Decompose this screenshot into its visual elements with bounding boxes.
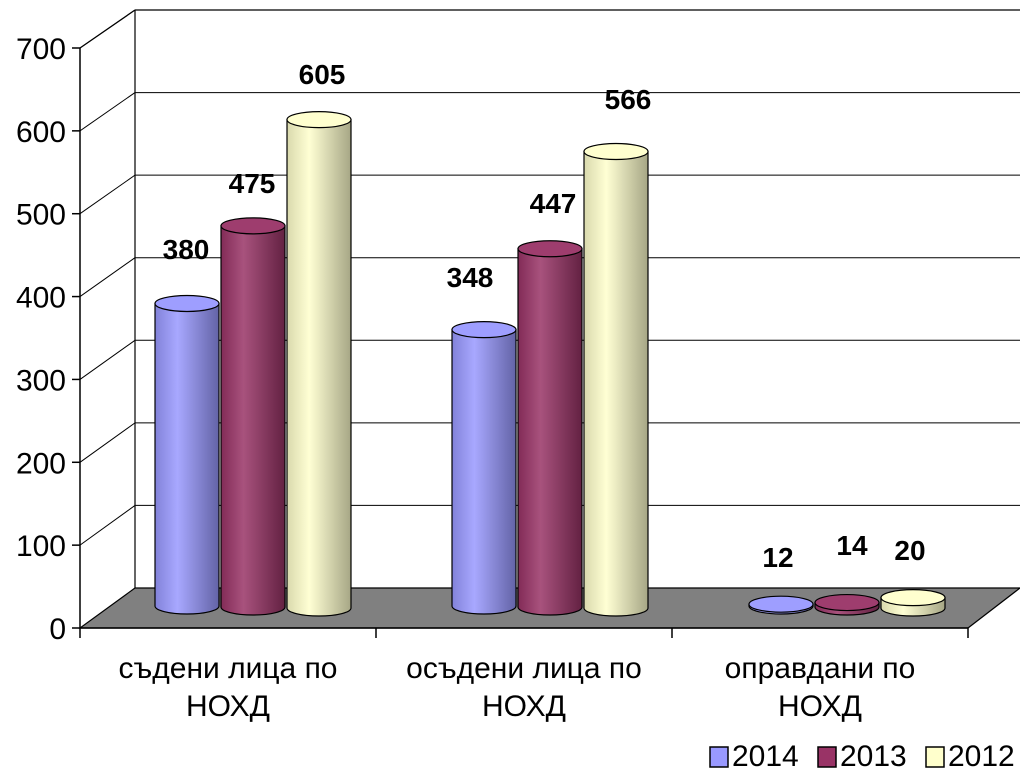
data-label: 20 bbox=[894, 535, 925, 566]
y-tick-label: 0 bbox=[49, 613, 66, 646]
category-label: НОХД bbox=[482, 690, 566, 723]
bars bbox=[154, 111, 946, 617]
category-label: НОХД bbox=[778, 690, 862, 723]
axes: 0 100 200 300 400 500 600 700 съдени лица по НОХД… bbox=[16, 33, 969, 723]
bar-top bbox=[286, 111, 352, 129]
category-label: осъдени лица по bbox=[406, 652, 642, 685]
bar-body bbox=[517, 248, 583, 616]
bar-body bbox=[220, 225, 286, 616]
legend: 2014 2013 2012 bbox=[709, 740, 1015, 773]
data-label: 605 bbox=[299, 59, 346, 90]
legend-label: 2014 bbox=[732, 740, 799, 773]
bar bbox=[583, 142, 649, 617]
legend-label: 2012 bbox=[948, 740, 1015, 773]
bar-top bbox=[220, 217, 286, 235]
bar-body bbox=[451, 329, 517, 615]
legend-label: 2013 bbox=[840, 740, 907, 773]
y-tick-label: 500 bbox=[16, 199, 66, 232]
data-label: 475 bbox=[229, 168, 276, 199]
category-label: НОХД bbox=[186, 690, 270, 723]
bar bbox=[154, 294, 220, 615]
bar bbox=[748, 595, 814, 615]
data-label: 380 bbox=[163, 234, 210, 265]
data-label: 447 bbox=[530, 188, 577, 219]
y-tick-label: 400 bbox=[16, 282, 66, 315]
gridline-side bbox=[79, 257, 136, 297]
gridline-side bbox=[79, 422, 136, 463]
bar bbox=[451, 321, 517, 615]
bar-top bbox=[451, 321, 517, 339]
data-label: 566 bbox=[605, 84, 652, 115]
bar bbox=[814, 593, 880, 616]
gridline-side bbox=[79, 339, 136, 380]
y-tick-label: 600 bbox=[16, 116, 66, 149]
y-tick-label: 100 bbox=[16, 530, 66, 563]
data-label: 12 bbox=[762, 542, 793, 573]
category-label: съдени лица по bbox=[119, 652, 338, 685]
y-tick-label: 200 bbox=[16, 447, 66, 480]
bar-top bbox=[583, 142, 649, 161]
gridline-side bbox=[79, 505, 136, 546]
bar bbox=[286, 111, 352, 617]
gridline-side bbox=[79, 9, 136, 49]
data-labels: 380 348 12 475 447 14 605 566 20 bbox=[163, 59, 926, 573]
gridline-side bbox=[79, 174, 136, 215]
legend-swatch bbox=[817, 746, 837, 768]
legend-swatch bbox=[709, 746, 729, 768]
data-label: 348 bbox=[447, 262, 494, 293]
bar-body bbox=[286, 119, 352, 617]
data-label: 14 bbox=[836, 530, 868, 561]
bar bbox=[880, 589, 946, 617]
category-label: оправдани по bbox=[725, 652, 916, 685]
bar bbox=[220, 217, 286, 616]
y-tick-label: 300 bbox=[16, 364, 66, 397]
legend-swatch bbox=[925, 746, 945, 768]
bar bbox=[517, 240, 583, 616]
y-tick-label: 700 bbox=[16, 33, 66, 66]
bar-top bbox=[814, 593, 880, 612]
gridline-side bbox=[79, 92, 136, 132]
bar-top bbox=[748, 595, 814, 613]
bar-top bbox=[517, 240, 583, 258]
bar-body bbox=[583, 150, 649, 617]
bar-body bbox=[154, 302, 220, 615]
bar-top bbox=[880, 589, 946, 607]
bar-top bbox=[154, 294, 220, 313]
